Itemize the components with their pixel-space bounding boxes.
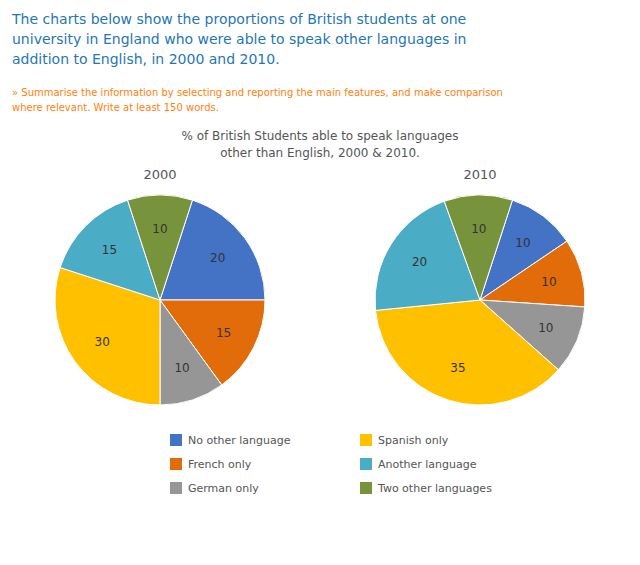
legend-item: French only [170,458,252,471]
legend-swatch [360,458,372,470]
chart-title: % of British Students able to speak lang… [182,129,459,160]
subtitle: » Summarise the information by selecting… [12,87,503,113]
data-label: 30 [95,335,110,349]
legend-label: Spanish only [378,434,449,447]
page-title: The charts below show the proportions of… [11,11,466,67]
legend-swatch [360,434,372,446]
data-labels: 10 10 10 35 20 10 [412,222,557,375]
data-label: 20 [210,251,225,265]
legend-label: Another language [378,458,477,471]
legend-item: German only [170,482,259,495]
pie-slice [444,195,512,300]
legend: No other language French only German only S… [170,434,492,495]
data-labels: 20 15 10 30 15 10 [95,222,232,375]
pie-slice [376,300,559,405]
legend-swatch [170,434,182,446]
legend-label: No other language [188,434,291,447]
data-label: 10 [174,361,189,375]
pie-slice [128,195,193,300]
legend-swatch [360,482,372,494]
legend-item: Another language [360,458,477,471]
data-label: 35 [450,361,465,375]
data-label: 10 [471,222,486,236]
pie-title: 2010 [463,167,496,182]
chart-root: The charts below show the proportions of… [0,0,640,565]
pie: 2000 20 15 10 30 15 10 [55,167,265,405]
pie: 2010101010352010 [375,167,585,405]
data-label: 10 [541,275,556,289]
legend-item: No other language [170,434,291,447]
legend-swatch [170,458,182,470]
pie-title: 2000 [143,167,176,182]
slices [55,195,265,405]
legend-label: German only [188,482,259,495]
data-label: 15 [102,243,117,257]
data-label: 15 [216,326,231,340]
data-label: 10 [515,236,530,250]
legend-item: Two other languages [360,482,492,495]
legend-label: French only [188,458,252,471]
slices [375,195,585,405]
data-label: 10 [538,321,553,335]
pie-slice [160,300,222,405]
legend-swatch [170,482,182,494]
legend-label: Two other languages [377,482,492,495]
data-label: 10 [152,222,167,236]
legend-item: Spanish only [360,434,449,447]
data-label: 20 [412,255,427,269]
